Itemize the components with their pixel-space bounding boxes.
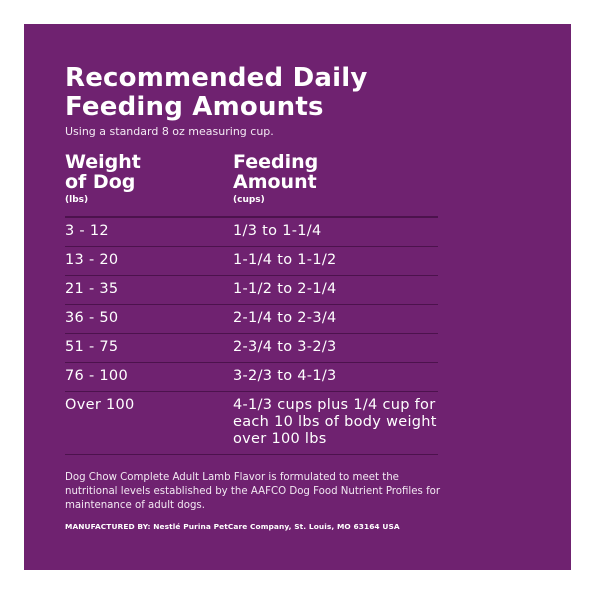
header-weight-label: Weight of Dog xyxy=(65,151,141,193)
formulation-note: Dog Chow Complete Adult Lamb Flavor is f… xyxy=(65,472,441,511)
header-weight-unit: (lbs) xyxy=(65,195,89,205)
table-row: 51 - 75 2-3/4 to 3-2/3 xyxy=(65,334,438,363)
cell-amount: 4-1/3 cups plus 1/4 cup for each 10 lbs … xyxy=(233,397,437,447)
cell-weight: 21 - 35 xyxy=(65,281,119,297)
header-feeding-unit: (cups) xyxy=(233,195,265,205)
table-row: Over 100 4-1/3 cups plus 1/4 cup for eac… xyxy=(65,392,438,455)
table-row: 3 - 12 1/3 to 1-1/4 xyxy=(65,218,438,247)
cell-weight: Over 100 xyxy=(65,397,135,413)
cell-amount: 1/3 to 1-1/4 xyxy=(233,223,322,239)
table-row: 76 - 100 3-2/3 to 4-1/3 xyxy=(65,363,438,392)
table-header: Weight of Dog (lbs) Feeding Amount (cups… xyxy=(65,152,438,218)
table-row: 13 - 20 1-1/4 to 1-1/2 xyxy=(65,247,438,276)
page-title: Recommended Daily Feeding Amounts xyxy=(65,63,368,122)
cell-amount: 1-1/2 to 2-1/4 xyxy=(233,281,337,297)
cell-amount: 2-3/4 to 3-2/3 xyxy=(233,339,337,355)
header-weight: Weight of Dog (lbs) xyxy=(65,152,141,206)
table-row: 21 - 35 1-1/2 to 2-1/4 xyxy=(65,276,438,305)
cell-weight: 13 - 20 xyxy=(65,252,119,268)
cell-weight: 36 - 50 xyxy=(65,310,119,326)
cell-amount: 1-1/4 to 1-1/2 xyxy=(233,252,337,268)
cell-weight: 76 - 100 xyxy=(65,368,128,384)
cell-weight: 51 - 75 xyxy=(65,339,119,355)
feeding-panel: Recommended Daily Feeding Amounts Using … xyxy=(24,24,571,570)
page-subtitle: Using a standard 8 oz measuring cup. xyxy=(65,125,274,138)
header-feeding-label: Feeding Amount xyxy=(233,151,319,193)
manufacturer-info: MANUFACTURED BY: Nestlé Purina PetCare C… xyxy=(65,522,400,531)
cell-weight: 3 - 12 xyxy=(65,223,109,239)
table-row: 36 - 50 2-1/4 to 2-3/4 xyxy=(65,305,438,334)
header-feeding: Feeding Amount (cups) xyxy=(233,152,318,206)
cell-amount: 2-1/4 to 2-3/4 xyxy=(233,310,337,326)
cell-amount: 3-2/3 to 4-1/3 xyxy=(233,368,337,384)
feeding-table: Weight of Dog (lbs) Feeding Amount (cups… xyxy=(65,152,438,455)
